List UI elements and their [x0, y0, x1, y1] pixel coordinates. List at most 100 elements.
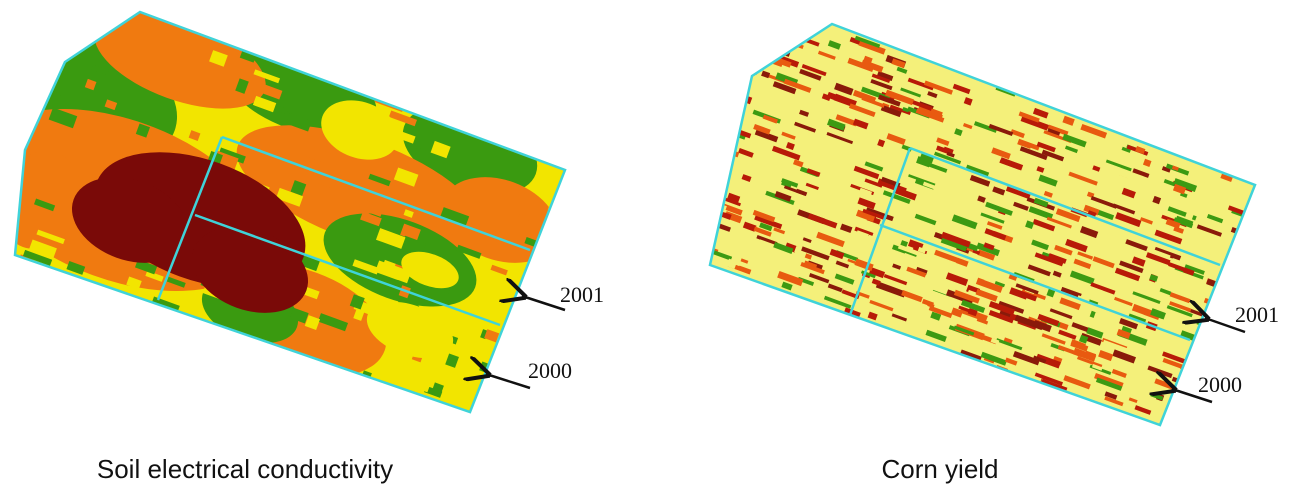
patch [749, 384, 764, 396]
patch [1134, 405, 1152, 415]
patch [1037, 57, 1050, 66]
patch [907, 77, 934, 91]
patch [1129, 33, 1139, 41]
patch [166, 276, 186, 288]
patch [1055, 208, 1081, 223]
patch [999, 383, 1010, 391]
patch [332, 381, 348, 392]
patch [445, 353, 459, 368]
patch [29, 309, 54, 327]
patch [1174, 403, 1205, 420]
patch [991, 147, 1011, 160]
patch [919, 153, 934, 164]
patch [1135, 146, 1146, 155]
patch [1060, 286, 1082, 299]
patch [1036, 141, 1056, 153]
patch [1060, 404, 1070, 412]
patch [1201, 124, 1211, 133]
patch [821, 93, 831, 101]
patch [1102, 50, 1115, 61]
patch [1024, 298, 1045, 310]
patch [846, 430, 875, 446]
patch [1240, 416, 1255, 425]
patch [1203, 407, 1221, 419]
patch [1034, 252, 1064, 267]
patch [797, 222, 823, 234]
patch [710, 274, 726, 288]
patch [749, 305, 773, 317]
patch [1010, 129, 1025, 139]
patch [1171, 165, 1179, 171]
patch [729, 284, 742, 294]
patch [986, 395, 998, 403]
patch [753, 342, 773, 353]
patch [985, 201, 1013, 216]
patch [94, 12, 266, 109]
patch [1111, 172, 1137, 188]
patch [1224, 150, 1244, 164]
patch [1258, 427, 1270, 435]
patch [710, 398, 724, 410]
patch [317, 313, 349, 332]
patch [904, 369, 919, 379]
patch [963, 97, 973, 106]
patch [253, 69, 281, 84]
patch [1247, 247, 1255, 256]
patch [48, 107, 78, 129]
patch [925, 329, 947, 342]
patch [891, 313, 908, 322]
patch [1046, 216, 1072, 229]
patch [774, 191, 792, 202]
patch [1068, 53, 1089, 67]
patch [723, 95, 744, 108]
patch [1047, 253, 1067, 264]
patch [759, 222, 773, 232]
patch [783, 78, 812, 93]
patch [941, 109, 954, 119]
patch [771, 145, 801, 161]
patch [921, 425, 932, 434]
patch [1128, 313, 1147, 323]
patch [1115, 212, 1142, 228]
patch [84, 78, 97, 91]
patch [239, 50, 257, 63]
patch [710, 112, 728, 125]
patch [1097, 25, 1117, 36]
patch [349, 294, 365, 310]
patch [950, 307, 964, 318]
patch [951, 408, 977, 421]
patch [819, 390, 833, 399]
patch [1161, 166, 1171, 173]
patch [753, 123, 771, 135]
patch [720, 51, 732, 59]
patch [894, 424, 915, 425]
patch [801, 64, 827, 77]
patch [1033, 428, 1049, 439]
patch [289, 307, 309, 324]
patch [263, 347, 288, 365]
patch [1225, 278, 1237, 287]
patch [995, 338, 1023, 351]
patch [915, 108, 945, 123]
patch [710, 147, 721, 159]
patch [471, 124, 488, 135]
patch [983, 242, 995, 251]
patch [861, 376, 878, 387]
patch [979, 24, 1005, 36]
patch [806, 168, 821, 177]
patch [880, 104, 902, 118]
patch [1003, 68, 1018, 76]
patch [1092, 158, 1121, 175]
patch [889, 104, 911, 116]
patch [877, 178, 907, 195]
patch [1091, 421, 1118, 425]
patch [980, 212, 1005, 224]
patch [401, 235, 427, 255]
patch [840, 223, 853, 234]
patch [930, 362, 956, 377]
patch [501, 64, 521, 77]
patch [356, 197, 385, 217]
patch [227, 24, 246, 39]
patch [1095, 377, 1123, 391]
patch [37, 71, 50, 81]
